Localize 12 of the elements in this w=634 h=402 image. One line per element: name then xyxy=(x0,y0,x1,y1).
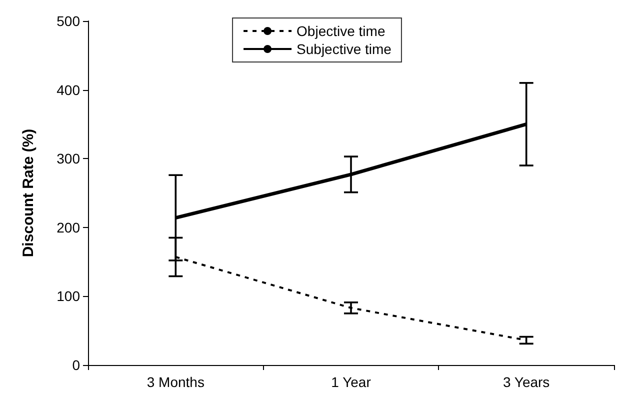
y-tick-label: 400 xyxy=(56,82,80,98)
y-axis-title: Discount Rate (%) xyxy=(20,128,37,258)
y-tick-label: 0 xyxy=(72,357,80,373)
y-tick-label: 300 xyxy=(56,150,80,167)
x-tick-label: 3 Months xyxy=(146,374,204,390)
x-tick-label: 1 Year xyxy=(331,374,372,390)
x-tick-label: 3 Years xyxy=(502,374,550,390)
legend-label: Subjective time xyxy=(296,41,392,57)
y-tick-label: 200 xyxy=(56,219,80,236)
legend-label: Objective time xyxy=(296,23,386,39)
y-tick-label: 100 xyxy=(56,288,80,304)
y-tick-label: 500 xyxy=(56,13,80,29)
